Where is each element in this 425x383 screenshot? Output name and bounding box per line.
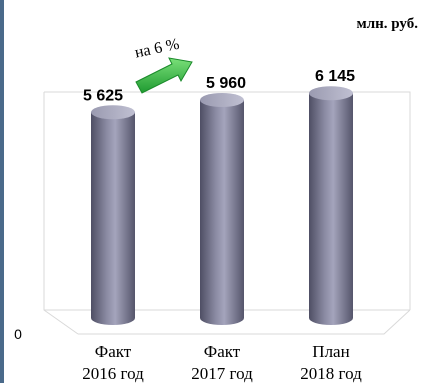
bar-top (91, 105, 135, 120)
bar-top (309, 86, 353, 101)
bars (91, 86, 353, 326)
growth-arrow-icon (135, 57, 193, 94)
value-label-2: 5 960 (206, 75, 246, 92)
category-label-1-line-2: 2016 год (82, 364, 144, 383)
bar-2 (200, 93, 244, 325)
y-tick-zero: 0 (14, 326, 22, 342)
category-label-2-line-1: Факт (204, 342, 241, 361)
growth-annotation-text: на 6 % (133, 36, 181, 62)
category-label-2-line-2: 2017 год (191, 364, 253, 383)
bar-body (200, 100, 244, 325)
growth-annotation: на 6 % (133, 36, 193, 94)
bar-body (309, 93, 353, 326)
left-border (0, 0, 4, 383)
bar-top (200, 93, 244, 107)
bar-1 (91, 105, 135, 325)
category-label-3-line-1: План (312, 342, 349, 361)
value-label-3: 6 145 (315, 68, 355, 85)
category-labels: Факт 2016 год Факт 2017 год План 2018 год (82, 342, 362, 383)
bar-body (91, 112, 135, 325)
unit-label: млн. руб. (357, 16, 419, 32)
value-label-1: 5 625 (83, 87, 123, 104)
value-labels: 5 625 5 960 6 145 (83, 68, 355, 104)
category-label-3-line-2: 2018 год (300, 364, 362, 383)
bar-3 (309, 86, 353, 326)
category-label-1-line-1: Факт (95, 342, 132, 361)
